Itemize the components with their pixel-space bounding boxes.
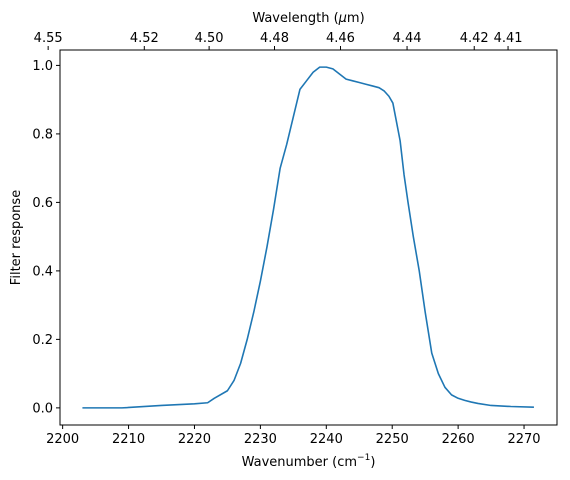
x-tick-label-4: 2240	[310, 432, 343, 447]
x-axis-title-main: Wavenumber (cm	[242, 455, 357, 470]
x-tick-label-1: 2210	[112, 432, 145, 447]
y-tick-label-5: 1.0	[32, 59, 53, 74]
x-tick-label-5: 2250	[376, 432, 409, 447]
x-axis-title: Wavenumber (cm−1)	[242, 453, 376, 470]
top-axis-title-end: m)	[347, 11, 365, 26]
plot-frame	[59, 49, 558, 426]
y-tick-label-1: 0.2	[32, 333, 53, 348]
y-tick-label-0: 0.0	[32, 401, 53, 416]
top-axis-title: Wavelength (μm)	[252, 11, 364, 26]
top-tick-label-6: 4.42	[460, 31, 489, 46]
top-tick-label-3: 4.48	[260, 31, 289, 46]
top-tick-label-1: 4.52	[130, 31, 159, 46]
y-axis-title: Filter response	[9, 190, 24, 285]
top-tick-label-5: 4.44	[393, 31, 422, 46]
top-tick-label-0: 4.55	[34, 31, 63, 46]
top-tick-label-2: 4.50	[195, 31, 224, 46]
top-axis-title-main: Wavelength (	[252, 11, 338, 26]
plot-layer	[82, 66, 534, 409]
x-axis-title-close: )	[370, 455, 375, 470]
y-tick-label-4: 0.8	[32, 127, 53, 142]
x-tick-label-6: 2260	[442, 432, 475, 447]
ticks-layer: 2200 2210 2220 2230 2240 2250 2260 2270 0.0 0.2 0.…	[32, 31, 540, 447]
top-axis-title-mu: μ	[338, 11, 347, 26]
x-tick-label-7: 2270	[507, 432, 540, 447]
x-axis-title-exponent: −1	[357, 453, 370, 463]
y-tick-label-3: 0.6	[32, 196, 53, 211]
x-tick-label-3: 2230	[244, 432, 277, 447]
y-tick-label-2: 0.4	[32, 264, 53, 279]
series-line-0	[82, 66, 534, 409]
x-tick-label-0: 2200	[46, 432, 79, 447]
top-tick-label-7: 4.41	[494, 31, 523, 46]
x-tick-label-2: 2220	[178, 432, 211, 447]
top-tick-label-4: 4.46	[326, 31, 355, 46]
